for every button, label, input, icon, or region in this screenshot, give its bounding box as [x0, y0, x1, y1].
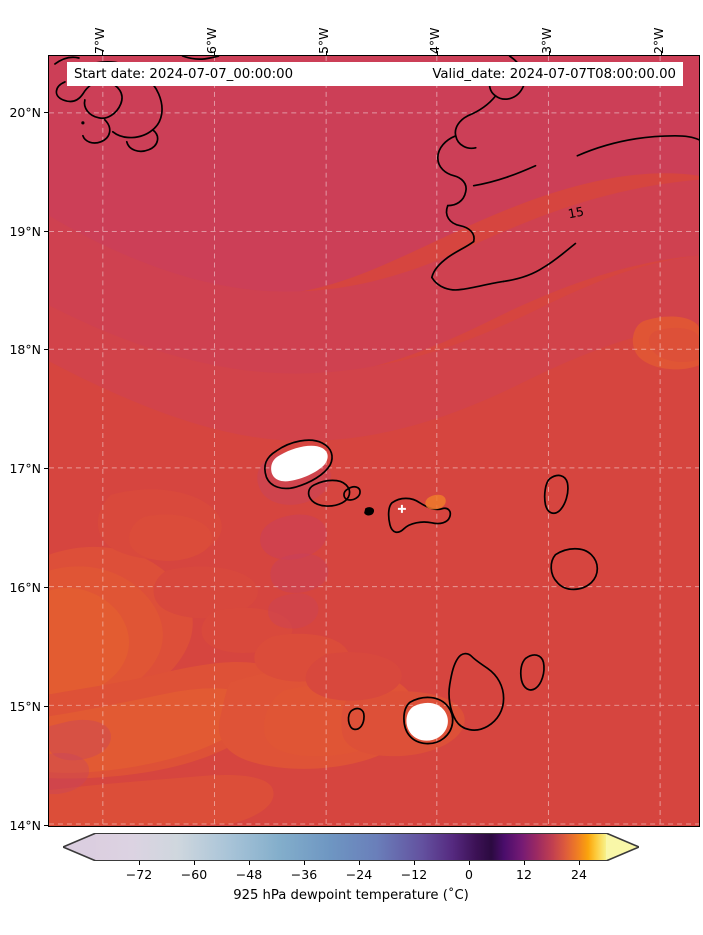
contour-15-line	[472, 164, 537, 187]
contour-coast-ne-6	[430, 276, 505, 291]
island-white-anomalies	[271, 445, 448, 741]
contour-coast-nw-5	[125, 128, 159, 153]
colorbar-under-arrow	[63, 833, 96, 861]
lat-tick-label-15n: 15°N	[9, 699, 41, 714]
island-sao-nicolau	[387, 497, 452, 534]
lon-tick-mark	[214, 51, 215, 55]
colorbar-tick-label-12: 12	[516, 867, 532, 882]
field-region-violet-wake3	[270, 553, 329, 593]
colorbar-tick	[524, 861, 525, 865]
contour-15-line-right	[576, 134, 699, 157]
lon-tick-mark	[661, 51, 662, 55]
anomaly-sao-nicolau-speck	[397, 504, 406, 513]
lon-tick-mark	[326, 51, 327, 55]
field-region-warm-west-deep	[49, 587, 130, 699]
lat-tick-label-18n: 18°N	[9, 342, 41, 357]
island-brava	[347, 707, 365, 731]
colorbar-tick-label-0: 0	[465, 867, 473, 882]
colorbar-title: 925 hPa dewpoint temperature (˚C)	[233, 888, 469, 903]
lat-tick-label-19n: 19°N	[9, 224, 41, 239]
field-region-warm-east-blob2	[648, 327, 699, 363]
lon-tick-mark	[102, 51, 103, 55]
lat-tick-mark	[44, 706, 48, 707]
map-plot-area[interactable]: Start date: 2024-07-07_00:00:00 Valid_da…	[48, 55, 700, 827]
colorbar-tick	[469, 861, 470, 865]
colorbar-tick	[359, 861, 360, 865]
field-region-warm-sw-core	[49, 688, 252, 773]
lon-tick-mark	[549, 51, 550, 55]
colorbar-tick-label-m48: −48	[235, 867, 263, 882]
contour-coast-dot	[81, 121, 85, 125]
lat-tick-mark	[44, 468, 48, 469]
field-region-violet-bottom	[49, 719, 111, 761]
field-region-cool-northeast	[49, 56, 699, 297]
contour-label-15: 15	[566, 203, 586, 222]
island-sao-vicente	[307, 479, 351, 507]
island-branco	[364, 507, 374, 516]
field-region-warm-patch-b	[129, 514, 212, 561]
lat-tick-mark	[44, 587, 48, 588]
lat-tick-label-14n: 14°N	[9, 818, 41, 833]
island-boa-vista	[550, 547, 599, 591]
lat-tick-label-20n: 20°N	[9, 105, 41, 120]
valid-date-label: Valid_date: 2024-07-07T08:00:00.00	[432, 66, 676, 82]
island-santa-luzia	[343, 485, 361, 501]
field-region-warm-patch-f	[305, 652, 402, 701]
colorbar-gradient[interactable]	[96, 833, 606, 861]
field-region-violet-wake4	[268, 593, 319, 629]
lat-tick-mark	[44, 231, 48, 232]
lat-tick-mark	[44, 112, 48, 113]
contour-coast-nw-4	[82, 118, 111, 144]
colorbar-tick-label-m24: −24	[345, 867, 373, 882]
field-region-cool-band-mid	[49, 255, 699, 441]
colorbar[interactable]: −72 −60 −48 −36 −24 −12 0 12 24 925 hPa …	[63, 833, 639, 903]
anomaly-santo-antao	[271, 445, 328, 482]
island-sal	[543, 474, 569, 515]
colorbar-tick	[249, 861, 250, 865]
gridlines	[49, 56, 699, 826]
colorbar-tick	[304, 861, 305, 865]
contour-coast-nw	[54, 56, 80, 65]
field-region-cool-northeast-2	[49, 179, 699, 378]
island-santo-antao	[263, 439, 333, 490]
island-santiago	[448, 652, 505, 731]
field-region-warm-bottomleft	[49, 775, 274, 826]
lat-tick-label-16n: 16°N	[9, 580, 41, 595]
colorbar-tick-label-m60: −60	[180, 867, 208, 882]
colorbar-tick-label-m12: −12	[400, 867, 428, 882]
colorbar-tick	[139, 861, 140, 865]
colorbar-tick-label-m72: −72	[125, 867, 153, 882]
colorbar-tick	[579, 861, 580, 865]
lat-tick-label-17n: 17°N	[9, 461, 41, 476]
contour-coast-ne-3	[436, 134, 467, 207]
lon-tick-mark	[437, 51, 438, 55]
lat-tick-mark	[44, 349, 48, 350]
colorbar-over-arrow	[606, 833, 639, 861]
colorbar-tick	[414, 861, 415, 865]
colorbar-tick-label-24: 24	[571, 867, 587, 882]
field-region-violet-bottom2	[49, 752, 90, 795]
island-fogo	[403, 696, 454, 745]
dewpoint-field-raster	[49, 56, 699, 826]
island-maio	[519, 654, 545, 691]
contour-coast-ne-2	[454, 95, 497, 150]
lat-tick-mark	[44, 825, 48, 826]
colorbar-tick-label-m36: −36	[290, 867, 318, 882]
start-date-label: Start date: 2024-07-07_00:00:00	[74, 66, 294, 82]
contour-coast-ne-7	[502, 242, 577, 283]
contour-top-centre	[181, 56, 220, 61]
date-info-bar: Start date: 2024-07-07_00:00:00 Valid_da…	[67, 62, 683, 86]
contour-coast-ne-5	[430, 240, 475, 279]
anomaly-fogo	[406, 702, 448, 741]
field-region-violet-wake2	[260, 514, 327, 560]
field-halo-sao-nicolau	[425, 494, 446, 510]
field-region-warm-patch-c	[153, 566, 258, 619]
colorbar-tick	[194, 861, 195, 865]
contour-coast-ne-4	[445, 204, 475, 243]
